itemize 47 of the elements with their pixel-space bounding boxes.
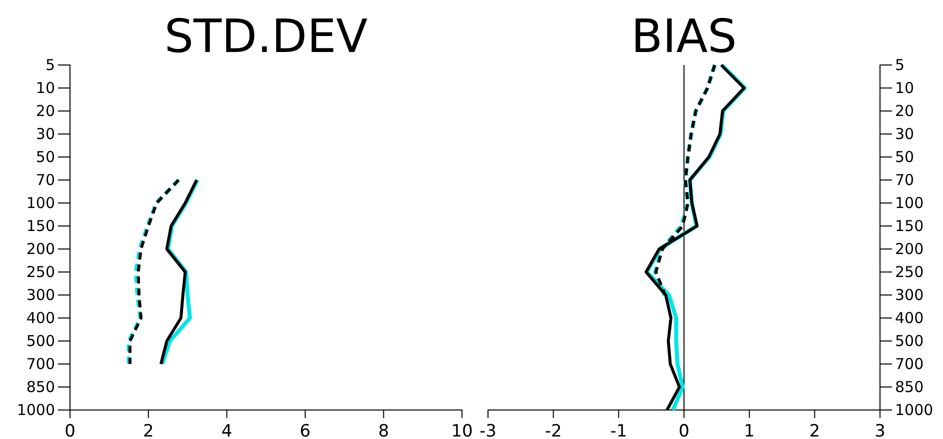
y-tick-label: 50 (895, 148, 914, 166)
y-tick-label: 5 (45, 56, 55, 74)
y-tick-label: 300 (26, 286, 55, 304)
y-tick-label: 20 (36, 102, 55, 120)
y-tick-label: 100 (895, 194, 924, 212)
x-tick-label: -2 (544, 421, 562, 439)
y-tick-label: 500 (26, 332, 55, 350)
y-tick-label: 10 (36, 78, 55, 97)
x-tick-label: 6 (300, 421, 311, 439)
y-tick-label: 1000 (895, 400, 934, 419)
y-tick-label: 30 (895, 124, 914, 143)
y-tick-label: 10 (895, 78, 914, 97)
y-tick-label: 200 (26, 240, 55, 258)
y-tick-label: 200 (895, 240, 924, 258)
y-tick-label: 850 (26, 378, 55, 396)
y-tick-label: 1000 (16, 400, 55, 419)
y-tick-label: 300 (895, 286, 924, 304)
y-tick-label: 700 (895, 354, 924, 373)
x-tick-label: 10 (451, 421, 473, 439)
chart-title: BIAS (631, 9, 737, 63)
chart-title: STD.DEV (164, 9, 368, 63)
y-tick-label: 400 (26, 308, 55, 327)
y-tick-label: 50 (36, 148, 55, 166)
y-tick-label: 5 (895, 56, 905, 74)
y-tick-label: 150 (26, 216, 55, 235)
y-tick-label: 850 (895, 378, 924, 396)
x-tick-label: 8 (378, 421, 390, 439)
x-tick-label: -1 (610, 421, 628, 439)
y-tick-label: 70 (36, 170, 55, 189)
x-tick-label: 2 (142, 421, 154, 439)
y-tick-label: 150 (895, 216, 924, 235)
y-tick-label: 700 (26, 354, 55, 373)
x-tick-label: 2 (809, 421, 820, 439)
y-tick-label: 400 (895, 308, 924, 327)
x-tick-label: 3 (874, 421, 886, 439)
y-tick-label: 250 (26, 262, 55, 281)
y-tick-label: 70 (895, 170, 914, 189)
x-tick-label: 0 (678, 421, 690, 439)
y-tick-label: 30 (36, 124, 55, 143)
y-tick-label: 100 (26, 194, 55, 212)
x-tick-label: 0 (64, 421, 76, 439)
x-tick-label: 1 (744, 421, 755, 439)
x-tick-label: -3 (480, 421, 496, 439)
x-tick-label: 4 (221, 421, 232, 439)
y-tick-label: 20 (895, 102, 914, 120)
y-tick-label: 500 (895, 332, 924, 350)
y-tick-label: 250 (895, 262, 924, 281)
